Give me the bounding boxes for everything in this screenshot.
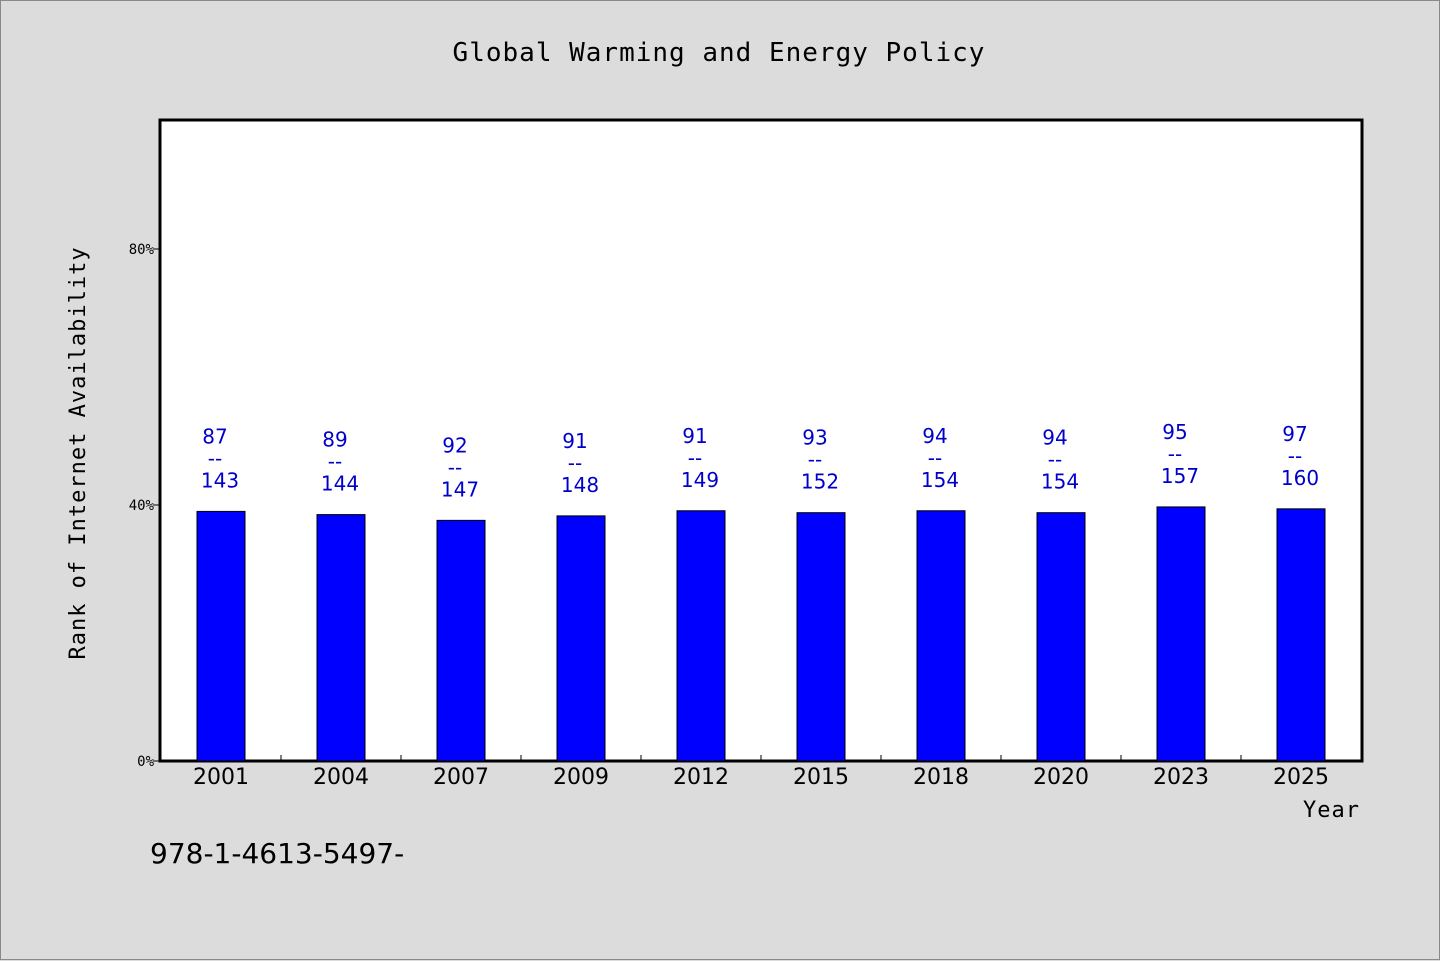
bar-label-separator: -- [448, 455, 462, 479]
bar-label-separator: -- [208, 446, 222, 470]
y-tick-label: 80% [129, 242, 155, 258]
bar-label-separator: -- [1048, 448, 1062, 472]
x-tick-label: 2001 [193, 765, 249, 790]
bar-label-top: 93 [802, 426, 827, 450]
bar [1156, 506, 1206, 762]
bar-label-bottom: 152 [801, 470, 839, 494]
bar [196, 510, 246, 762]
bar-label-separator: -- [328, 450, 342, 474]
footnote-text: 978-1-4613-5497- [150, 837, 404, 870]
bar-label-top: 87 [202, 424, 227, 448]
x-tick-label: 2009 [553, 765, 609, 790]
bar-label-top: 89 [322, 428, 347, 452]
bar-label-top: 91 [562, 429, 587, 453]
bar [796, 512, 846, 762]
bar-label-top: 94 [922, 424, 947, 448]
bar-label-separator: -- [1288, 444, 1302, 468]
bar [916, 510, 966, 762]
bar-label-separator: -- [568, 451, 582, 475]
bar-label-bottom: 157 [1161, 464, 1199, 488]
bar-label-bottom: 143 [201, 468, 239, 492]
bar [316, 514, 366, 762]
x-tick-label: 2012 [673, 765, 729, 790]
bar-label-bottom: 148 [561, 473, 599, 497]
bar-label-bottom: 149 [681, 468, 719, 492]
x-axis-label: Year [1303, 798, 1360, 823]
bar-label-separator: -- [688, 446, 702, 470]
x-tick-label: 2007 [433, 765, 489, 790]
bar-label-separator: -- [1168, 442, 1182, 466]
bar-label-top: 92 [442, 433, 467, 457]
x-tick-label: 2023 [1153, 765, 1209, 790]
bar-label-separator: -- [928, 446, 942, 470]
x-tick-label: 2025 [1273, 765, 1329, 790]
x-tick-label: 2018 [913, 765, 969, 790]
bar-label-top: 97 [1282, 422, 1307, 446]
x-tick-label: 2020 [1033, 765, 1089, 790]
bar [1276, 508, 1326, 762]
y-tick-label: 40% [129, 498, 155, 514]
y-axis-label: Rank of Internet Availability [66, 246, 91, 659]
bar-label-bottom: 160 [1281, 466, 1319, 490]
x-tick-label: 2004 [313, 765, 369, 790]
bar [676, 510, 726, 762]
bar-label-bottom: 144 [321, 472, 359, 496]
bar-label-top: 94 [1042, 426, 1067, 450]
bar-label-top: 91 [682, 424, 707, 448]
data-labels: 87--14389--14492--14791--14891--14993--1… [201, 420, 1319, 501]
bar-label-separator: -- [808, 448, 822, 472]
bar [1036, 512, 1086, 762]
y-tick-label: 0% [137, 754, 154, 770]
bar-label-bottom: 154 [921, 468, 959, 492]
bar-series [196, 506, 1326, 762]
y-axis-ticks: 0% 40% 80% [129, 242, 161, 770]
chart-title: Global Warming and Energy Policy [453, 38, 986, 68]
x-axis-ticks: 2001 2004 2007 2009 2012 2015 2018 2020 2023 2025 [193, 755, 1329, 790]
bar [436, 519, 486, 762]
bar [556, 515, 606, 762]
bar-label-bottom: 154 [1041, 470, 1079, 494]
x-tick-label: 2015 [793, 765, 849, 790]
bar-label-top: 95 [1162, 420, 1187, 444]
bar-label-bottom: 147 [441, 477, 479, 501]
